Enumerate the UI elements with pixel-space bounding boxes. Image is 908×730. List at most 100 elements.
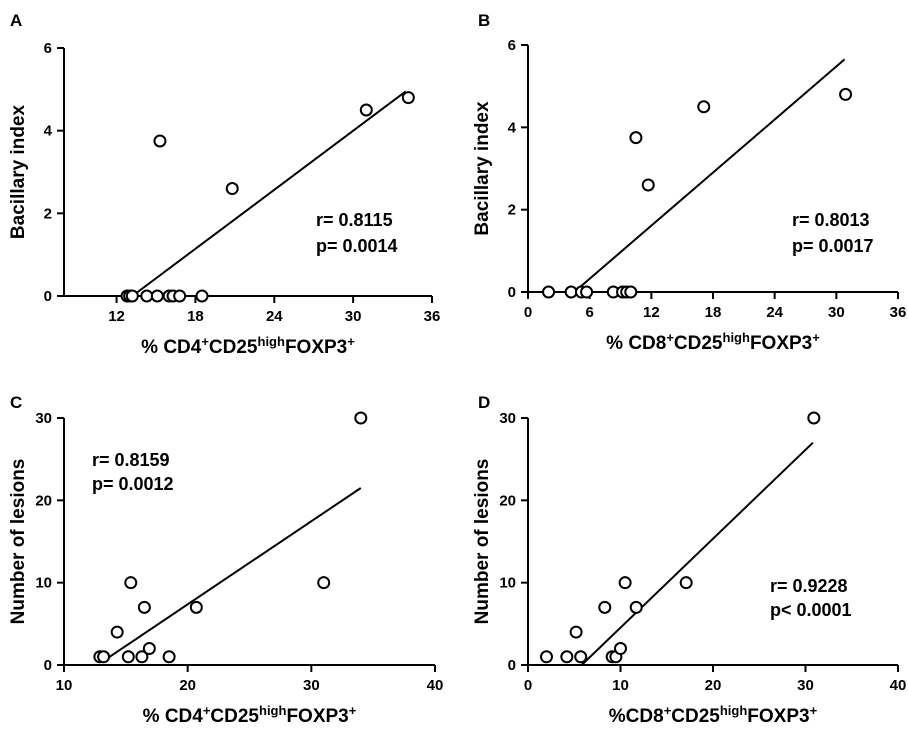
y-tick-label: 10 [499, 575, 516, 592]
correlation-r-label: r= 0.8159 [92, 450, 170, 470]
regression-line [582, 443, 813, 665]
y-tick-label: 0 [508, 657, 516, 674]
y-tick-label: 2 [44, 205, 52, 222]
x-tick-label: 40 [427, 677, 444, 694]
x-axis-title-part: FOXP3 [750, 333, 812, 354]
x-axis-title-part: % CD8 [606, 333, 666, 354]
x-tick-label: 10 [56, 677, 73, 694]
x-axis-title: % CD4+CD25highFOXP3+ [141, 334, 355, 358]
x-tick-label: 24 [766, 304, 783, 321]
data-point [543, 287, 554, 298]
y-tick-label: 20 [499, 492, 516, 509]
data-point [581, 287, 592, 298]
panel-letter: A [10, 11, 22, 30]
panel-letter: D [478, 393, 490, 412]
p-value-label: p= 0.0014 [316, 236, 398, 256]
regression-line [132, 91, 405, 296]
y-tick-label: 4 [508, 119, 517, 136]
y-tick-label: 0 [44, 288, 52, 305]
y-tick-label: 10 [35, 575, 52, 592]
x-axis-title-part: FOXP3 [286, 706, 348, 727]
x-tick-label: 12 [643, 304, 660, 321]
data-point [98, 651, 109, 662]
correlation-r-label: r= 0.8013 [792, 210, 870, 230]
x-tick-label: 30 [303, 677, 320, 694]
data-point [355, 413, 366, 424]
x-axis-title-superscript: high [723, 330, 750, 345]
x-axis-title-part: % CD4 [143, 706, 204, 727]
x-axis-title-part: %CD8 [609, 706, 664, 727]
regression-line [574, 59, 844, 292]
data-point [154, 136, 165, 147]
x-axis-title-superscript: + [810, 703, 818, 718]
panel-letter: C [10, 393, 22, 412]
x-tick-label: 10 [612, 677, 629, 694]
data-point [197, 291, 208, 302]
y-axis-title: Bacillary index [8, 105, 29, 240]
data-point [615, 643, 626, 654]
x-axis-title-superscript: + [349, 703, 357, 718]
y-tick-label: 0 [44, 657, 52, 674]
data-point [625, 287, 636, 298]
x-axis-title: %CD8+CD25highFOXP3+ [609, 703, 818, 727]
data-point [152, 291, 163, 302]
y-tick-label: 2 [508, 202, 516, 219]
data-point [620, 577, 631, 588]
correlation-r-label: r= 0.9228 [770, 576, 848, 596]
x-tick-label: 20 [705, 677, 722, 694]
x-axis-title-part: CD25 [210, 706, 259, 727]
data-point [174, 291, 185, 302]
data-point [123, 651, 134, 662]
data-point [403, 92, 414, 103]
data-point [125, 577, 136, 588]
x-tick-label: 6 [585, 304, 593, 321]
data-point [227, 183, 238, 194]
x-tick-label: 12 [108, 308, 125, 325]
y-tick-label: 30 [35, 410, 52, 427]
panel-letter: B [478, 11, 490, 30]
x-tick-label: 20 [179, 677, 196, 694]
p-value-label: p= 0.0017 [792, 236, 874, 256]
y-tick-label: 4 [44, 123, 53, 140]
data-point [681, 577, 692, 588]
data-point [361, 105, 372, 116]
x-tick-label: 30 [345, 308, 362, 325]
data-point [139, 602, 150, 613]
y-tick-label: 6 [508, 37, 516, 54]
y-tick-label: 30 [499, 410, 516, 427]
data-point [631, 602, 642, 613]
y-tick-label: 0 [508, 284, 516, 301]
x-tick-label: 30 [828, 304, 845, 321]
data-point [164, 651, 175, 662]
data-point [630, 132, 641, 143]
x-axis-title-part: FOXP3 [285, 337, 347, 358]
data-point [141, 291, 152, 302]
y-tick-label: 20 [35, 492, 52, 509]
x-axis-title-superscript: high [720, 703, 747, 718]
x-tick-label: 18 [705, 304, 722, 321]
p-value-label: p= 0.0012 [92, 474, 174, 494]
x-tick-label: 36 [424, 308, 441, 325]
data-point [127, 291, 138, 302]
correlation-r-label: r= 0.8115 [316, 210, 393, 230]
x-axis-title: % CD8+CD25highFOXP3+ [606, 330, 820, 354]
data-point [840, 89, 851, 100]
data-point [144, 643, 155, 654]
data-point [318, 577, 329, 588]
y-axis-title: Number of lesions [472, 459, 493, 625]
data-point [599, 602, 610, 613]
x-axis-title-part: CD25 [209, 337, 258, 358]
y-tick-label: 6 [44, 40, 52, 57]
data-point [575, 651, 586, 662]
x-axis-title: % CD4+CD25highFOXP3+ [143, 703, 357, 727]
x-axis-title-superscript: high [258, 334, 285, 349]
data-point [571, 627, 582, 638]
x-axis-title-superscript: high [259, 703, 286, 718]
data-point [808, 413, 819, 424]
data-point [698, 101, 709, 112]
regression-line [105, 488, 361, 660]
